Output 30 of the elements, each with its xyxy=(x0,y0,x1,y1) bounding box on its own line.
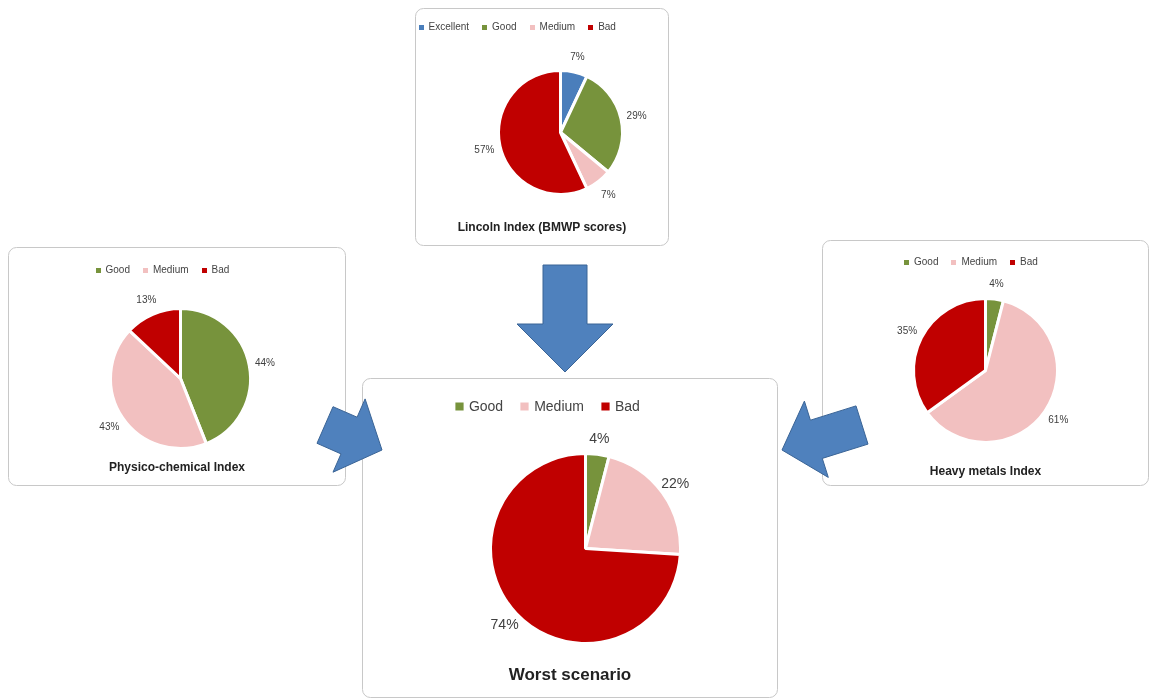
text: Worst scenario xyxy=(508,665,632,684)
data-label: 13% xyxy=(136,294,157,306)
legend-label: Medium xyxy=(961,256,998,267)
data-label: 35% xyxy=(897,325,918,337)
legend-label: Good xyxy=(105,264,130,275)
legend-label: Bad xyxy=(1020,256,1039,267)
data-label: 7% xyxy=(570,50,585,62)
legend-label: Excellent xyxy=(428,21,470,32)
data-label: 4% xyxy=(589,430,610,447)
text: Lincoln Index (BMWP scores) xyxy=(457,219,627,234)
legend-label: Good xyxy=(468,398,504,414)
data-label: 57% xyxy=(474,144,495,156)
data-label: 4% xyxy=(989,277,1004,289)
legend-label: Medium xyxy=(539,21,576,32)
data-label: 22% xyxy=(661,475,690,492)
data-label: 74% xyxy=(490,616,519,633)
data-label: 43% xyxy=(99,421,120,433)
text: Heavy metals Index xyxy=(929,463,1042,478)
legend-label: Good xyxy=(492,21,517,32)
data-label: 44% xyxy=(254,356,276,368)
data-label: 61% xyxy=(1048,414,1069,426)
legend-label: Good xyxy=(914,256,939,267)
legend-label: Bad xyxy=(211,264,231,275)
data-label: 29% xyxy=(626,109,647,121)
data-label: 7% xyxy=(601,188,616,200)
legend-label: Medium xyxy=(152,264,189,275)
legend-label: Bad xyxy=(614,398,640,414)
legend-label: Medium xyxy=(534,398,584,414)
text: Physico-chemical Index xyxy=(108,459,246,474)
legend-label: Bad xyxy=(598,21,617,32)
